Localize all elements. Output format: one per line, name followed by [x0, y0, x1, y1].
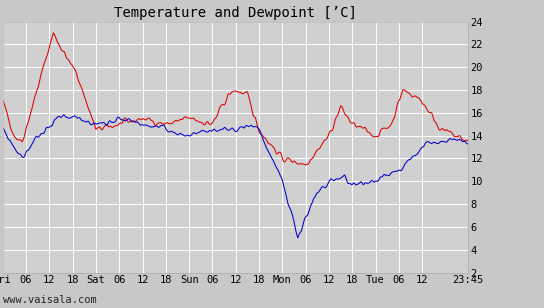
Title: Temperature and Dewpoint [’C]: Temperature and Dewpoint [’C] — [114, 6, 357, 20]
Text: www.vaisala.com: www.vaisala.com — [3, 295, 96, 305]
